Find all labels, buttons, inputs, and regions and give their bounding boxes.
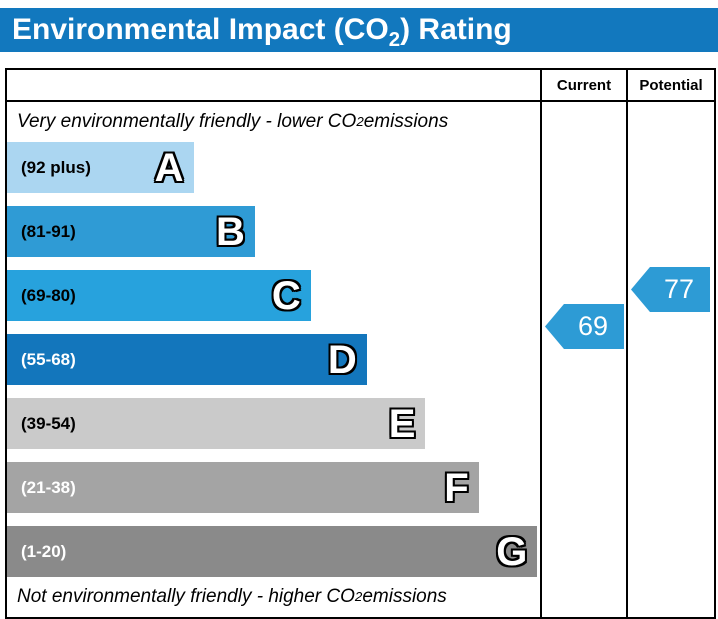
band-d-range-label: (55-68) [21, 349, 76, 369]
band-c-letter: C [271, 273, 301, 318]
top-note: Very environmentally friendly - lower CO… [17, 111, 449, 132]
title-bar: Environmental Impact (CO2) Rating [0, 8, 718, 52]
band-g-letter: G [496, 529, 528, 574]
band-d: (55-68) D [7, 334, 367, 385]
band-f: (21-38) F [7, 462, 479, 513]
page-title-suffix: ) Rating [400, 13, 512, 46]
bottom-note: Not environmentally friendly - higher CO… [17, 586, 447, 607]
band-b-range-label: (81-91) [21, 221, 76, 241]
band-f-letter: F [444, 465, 469, 510]
co2-rating-chart: Very environmentally friendly - lower CO… [5, 68, 716, 619]
page-title: Environmental Impact (CO2) Rating [12, 13, 512, 50]
current-arrow-zone: 69 [542, 102, 626, 617]
band-g-range-label: (1-20) [21, 541, 67, 561]
current-column-header: Current [542, 70, 626, 102]
band-e: (39-54) E [7, 398, 426, 449]
top-note-prefix: Very environmentally friendly - lower CO [17, 111, 357, 132]
bottom-note-suffix: emissions [362, 586, 447, 607]
bands-body: Very environmentally friendly - lower CO… [7, 102, 540, 617]
band-e-letter: E [388, 401, 416, 446]
page-title-prefix: Environmental Impact (CO [12, 13, 389, 46]
band-e-range-label: (39-54) [21, 413, 76, 433]
band-a-letter: A [154, 145, 184, 190]
bands-header-empty-cell [7, 70, 540, 102]
potential-rating-value: 77 [663, 274, 695, 304]
band-c: (69-80) C [7, 270, 311, 321]
potential-rating-arrow: 77 [631, 267, 710, 312]
band-g: (1-20) G [7, 526, 538, 577]
top-note-suffix: emissions [363, 111, 449, 132]
potential-column: Potential 77 [628, 70, 714, 617]
potential-column-header: Potential [628, 70, 714, 102]
current-rating-arrow: 69 [545, 304, 624, 349]
current-rating-value: 69 [577, 311, 609, 341]
band-f-range-label: (21-38) [21, 477, 76, 497]
bands-column: Very environmentally friendly - lower CO… [7, 70, 542, 617]
band-b-letter: B [215, 209, 245, 254]
band-d-letter: D [327, 337, 357, 382]
band-a: (92 plus) A [7, 142, 194, 193]
bottom-note-prefix: Not environmentally friendly - higher CO [17, 586, 355, 607]
page-title-subscript: 2 [388, 29, 401, 51]
potential-arrow-zone: 77 [628, 102, 714, 617]
band-b: (81-91) B [7, 206, 255, 257]
band-c-range-label: (69-80) [21, 285, 76, 305]
current-column: Current 69 [542, 70, 628, 617]
band-a-range-label: (92 plus) [21, 157, 91, 177]
